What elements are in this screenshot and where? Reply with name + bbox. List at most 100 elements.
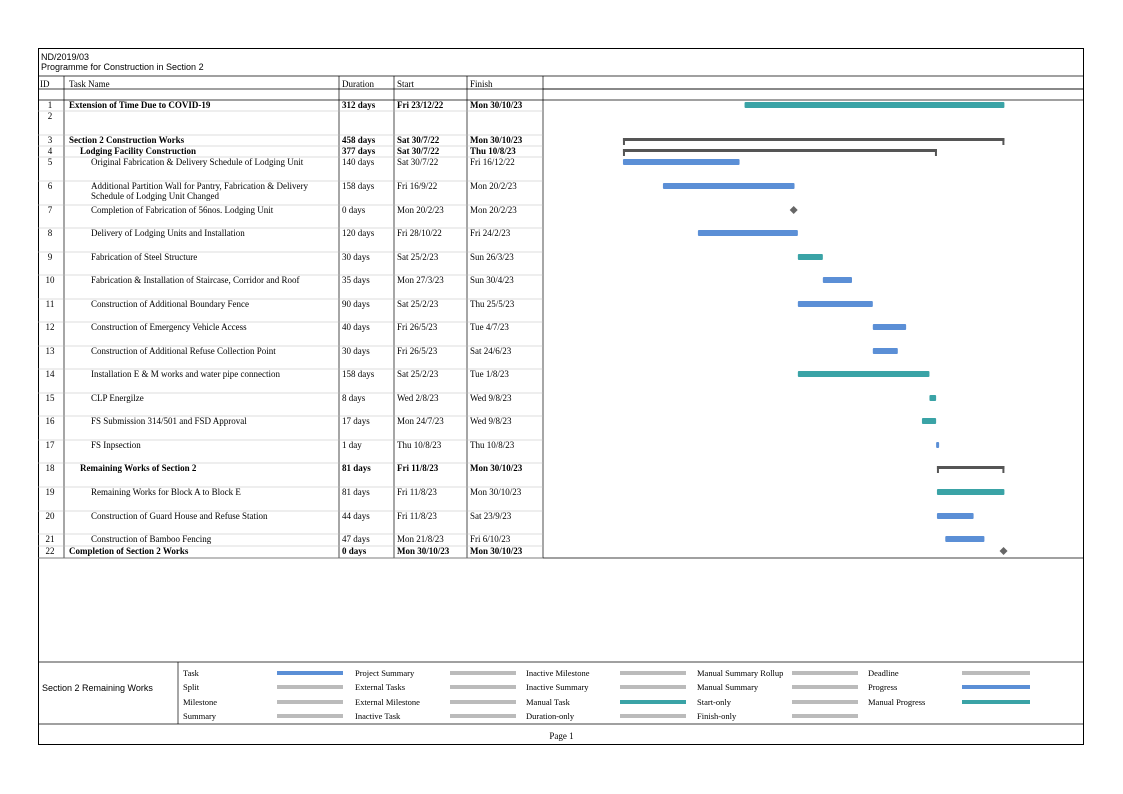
milestone-diamond[interactable] <box>999 547 1008 555</box>
task-duration: 120 days <box>342 228 375 238</box>
task-bar[interactable] <box>797 371 930 377</box>
task-start: Sat 25/2/23 <box>397 252 439 262</box>
legend-sample <box>620 700 686 704</box>
task-finish: Wed 9/8/23 <box>470 416 512 426</box>
task-start: Fri 26/5/23 <box>397 346 438 356</box>
task-start: Mon 21/8/23 <box>397 534 444 544</box>
task-start: Sat 30/7/22 <box>397 135 440 145</box>
task-name[interactable]: Lodging Facility Construction <box>80 146 197 156</box>
legend-sample <box>277 671 343 675</box>
legend-sample <box>450 671 516 675</box>
legend-sample <box>620 671 686 675</box>
legend-item-label: Manual Summary <box>697 682 759 692</box>
task-bar[interactable] <box>872 324 907 330</box>
task-start: Sat 25/2/23 <box>397 369 439 379</box>
task-id: 22 <box>45 546 55 556</box>
task-bar[interactable] <box>797 254 823 260</box>
task-duration: 35 days <box>342 275 370 285</box>
legend-item-label: Duration-only <box>526 711 575 721</box>
task-name[interactable]: Fabrication of Steel Structure <box>91 252 198 262</box>
summary-bar[interactable] <box>936 466 1005 473</box>
legend-item-label: Inactive Milestone <box>526 668 590 678</box>
task-bar[interactable] <box>936 513 974 519</box>
task-bar[interactable] <box>822 277 852 283</box>
task-id: 21 <box>45 534 55 544</box>
task-name[interactable]: Additional Partition Wall for Pantry, Fa… <box>91 181 308 191</box>
task-name[interactable]: Construction of Emergency Vehicle Access <box>91 322 247 332</box>
task-id: 4 <box>47 146 53 156</box>
task-name[interactable]: Construction of Additional Refuse Collec… <box>91 346 276 356</box>
col-finish-header[interactable]: Finish <box>470 79 493 89</box>
task-finish: Mon 30/10/23 <box>470 463 523 473</box>
col-name-header[interactable]: Task Name <box>69 79 110 89</box>
task-name[interactable]: Remaining Works of Section 2 <box>80 463 197 473</box>
legend-item-label: Inactive Task <box>355 711 401 721</box>
task-start: Sat 30/7/22 <box>397 157 439 167</box>
task-finish: Thu 10/8/23 <box>470 146 516 156</box>
legend-sample <box>962 685 1030 689</box>
task-finish: Fri 24/2/23 <box>470 228 511 238</box>
task-finish: Tue 4/7/23 <box>470 322 509 332</box>
task-start: Sat 30/7/22 <box>397 146 440 156</box>
task-bar[interactable] <box>697 230 798 236</box>
task-name[interactable]: Construction of Bamboo Fencing <box>91 534 212 544</box>
milestone-diamond[interactable] <box>789 206 798 214</box>
legend-item-label: Summary <box>183 711 217 721</box>
task-duration: 312 days <box>342 100 376 110</box>
task-name[interactable]: CLP Energilze <box>91 393 144 403</box>
task-start: Fri 16/9/22 <box>397 181 438 191</box>
task-finish: Wed 9/8/23 <box>470 393 512 403</box>
task-finish: Thu 10/8/23 <box>470 440 515 450</box>
task-bar[interactable] <box>945 536 985 542</box>
task-duration: 17 days <box>342 416 370 426</box>
task-bar[interactable] <box>929 395 937 401</box>
task-finish: Mon 30/10/23 <box>470 546 523 556</box>
task-duration: 81 days <box>342 487 370 497</box>
task-name[interactable]: Original Fabrication & Delivery Schedule… <box>91 157 304 167</box>
task-id: 19 <box>45 487 55 497</box>
task-name[interactable]: Remaining Works for Block A to Block E <box>91 487 241 497</box>
task-finish: Fri 16/12/22 <box>470 157 515 167</box>
task-bar[interactable] <box>622 159 740 165</box>
task-bar[interactable] <box>921 418 937 424</box>
task-bar[interactable] <box>662 183 795 189</box>
task-bar[interactable] <box>936 442 940 448</box>
task-duration: 0 days <box>342 546 367 556</box>
task-finish: Mon 20/2/23 <box>470 205 517 215</box>
task-name[interactable]: FS Inpsection <box>91 440 141 450</box>
legend-item-label: Manual Summary Rollup <box>697 668 784 678</box>
task-name[interactable]: FS Submission 314/501 and FSD Approval <box>91 416 247 426</box>
task-name[interactable]: Extension of Time Due to COVID-19 <box>69 100 211 110</box>
task-bar[interactable] <box>936 489 1005 495</box>
task-id: 6 <box>47 181 53 191</box>
legend-sample <box>277 714 343 718</box>
col-duration-header[interactable]: Duration <box>342 79 374 89</box>
legend-item-label: External Tasks <box>355 682 405 692</box>
task-name[interactable]: Delivery of Lodging Units and Installati… <box>91 228 245 238</box>
task-name[interactable]: Installation E & M works and water pipe … <box>91 369 280 379</box>
task-duration: 140 days <box>342 157 375 167</box>
task-bar[interactable] <box>744 102 1005 108</box>
legend-sample <box>450 714 516 718</box>
task-start: Thu 10/8/23 <box>397 440 442 450</box>
legend-sample <box>450 700 516 704</box>
col-start-header[interactable]: Start <box>397 79 414 89</box>
summary-bar[interactable] <box>622 149 937 156</box>
summary-bar[interactable] <box>622 138 1005 145</box>
task-name[interactable]: Construction of Guard House and Refuse S… <box>91 511 268 521</box>
task-bar[interactable] <box>872 348 898 354</box>
legend-project-name: Section 2 Remaining Works <box>42 683 153 693</box>
task-duration: 8 days <box>342 393 366 403</box>
task-name[interactable]: Completion of Fabrication of 56nos. Lodg… <box>91 205 274 215</box>
task-bar[interactable] <box>797 301 873 307</box>
task-name[interactable]: Section 2 Construction Works <box>69 135 185 145</box>
task-finish: Sun 30/4/23 <box>470 275 514 285</box>
legend-sample <box>792 671 858 675</box>
task-duration: 0 days <box>342 205 366 215</box>
col-id-header[interactable]: ID <box>40 79 50 89</box>
task-start: Fri 26/5/23 <box>397 322 438 332</box>
task-name[interactable]: Fabrication & Installation of Staircase,… <box>91 275 300 285</box>
task-name[interactable]: Construction of Additional Boundary Fenc… <box>91 299 249 309</box>
task-duration: 47 days <box>342 534 370 544</box>
task-name[interactable]: Completion of Section 2 Works <box>69 546 189 556</box>
